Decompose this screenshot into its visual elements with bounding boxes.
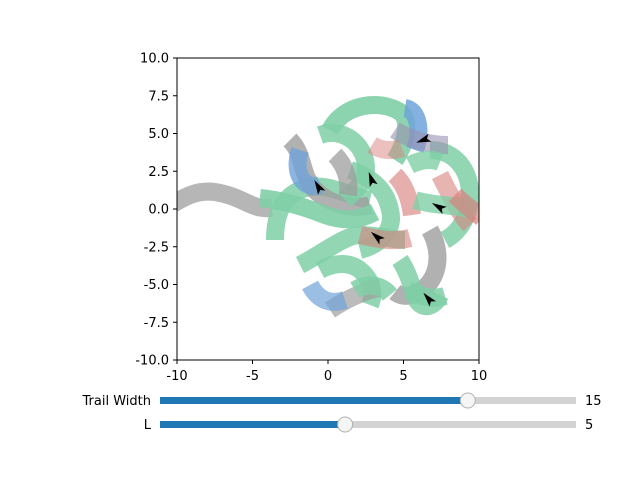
trails-layer bbox=[177, 96, 479, 318]
y-tick-label: 7.5 bbox=[148, 89, 169, 104]
slider-value: 5 bbox=[585, 418, 593, 433]
y-tick-label: -10.0 bbox=[135, 354, 169, 369]
agent-arrow-icon bbox=[416, 133, 432, 143]
y-tick-label: -7.5 bbox=[144, 316, 169, 331]
agent-trail bbox=[388, 168, 421, 217]
agent-trail bbox=[367, 137, 406, 160]
slider-handle[interactable] bbox=[337, 416, 354, 433]
y-axis: 10.0 7.5 5.0 2.5 0.0 -2.5 -5.0 -7.5 -10.0 bbox=[135, 52, 177, 369]
agent-trail bbox=[259, 189, 380, 229]
y-tick-label: 5.0 bbox=[148, 127, 169, 142]
slider-track[interactable] bbox=[160, 421, 576, 428]
y-tick-label: -2.5 bbox=[144, 240, 169, 255]
agent-arrow-icon bbox=[423, 292, 436, 307]
agent-arrow-icon bbox=[314, 180, 326, 195]
y-tick-label: 10.0 bbox=[140, 52, 169, 67]
slider-handle[interactable] bbox=[459, 392, 476, 409]
slider-fill bbox=[160, 397, 468, 404]
agents-layer bbox=[314, 133, 447, 307]
y-tick-label: 2.5 bbox=[148, 165, 169, 180]
slider-label: L bbox=[144, 418, 152, 433]
x-tick-label: -10 bbox=[166, 369, 187, 384]
x-tick-label: 5 bbox=[399, 369, 407, 384]
agent-trail bbox=[350, 276, 398, 302]
x-tick-label: 10 bbox=[471, 369, 488, 384]
agent-arrow-icon bbox=[368, 171, 378, 187]
plot-area: -10 -5 0 5 10 10.0 7.5 5.0 2.5 0.0 -2.5 -5.0 -7.5 -1… bbox=[135, 52, 487, 385]
agent-arrow-icon bbox=[370, 231, 385, 245]
y-tick-label: -5.0 bbox=[144, 278, 169, 293]
agent-arrow-icon bbox=[431, 203, 447, 214]
slider-trail-width[interactable]: Trail Width 15 bbox=[82, 392, 602, 409]
agent-trail bbox=[177, 182, 273, 218]
agent-trail bbox=[389, 225, 447, 305]
slider-fill bbox=[160, 421, 346, 428]
slider-value: 15 bbox=[585, 394, 602, 409]
x-tick-label: -5 bbox=[246, 369, 259, 384]
agent-trail bbox=[302, 280, 348, 311]
agent-trail bbox=[405, 150, 444, 174]
agent-trail bbox=[357, 226, 413, 250]
x-axis: -10 -5 0 5 10 bbox=[166, 360, 487, 384]
agent-trail bbox=[328, 148, 358, 197]
slider-l[interactable]: L 5 bbox=[144, 416, 594, 433]
y-tick-label: 0.0 bbox=[148, 203, 169, 218]
agent-trail bbox=[429, 141, 479, 248]
slider-label: Trail Width bbox=[82, 394, 151, 409]
agent-trail bbox=[448, 188, 479, 225]
x-tick-label: 0 bbox=[324, 369, 332, 384]
